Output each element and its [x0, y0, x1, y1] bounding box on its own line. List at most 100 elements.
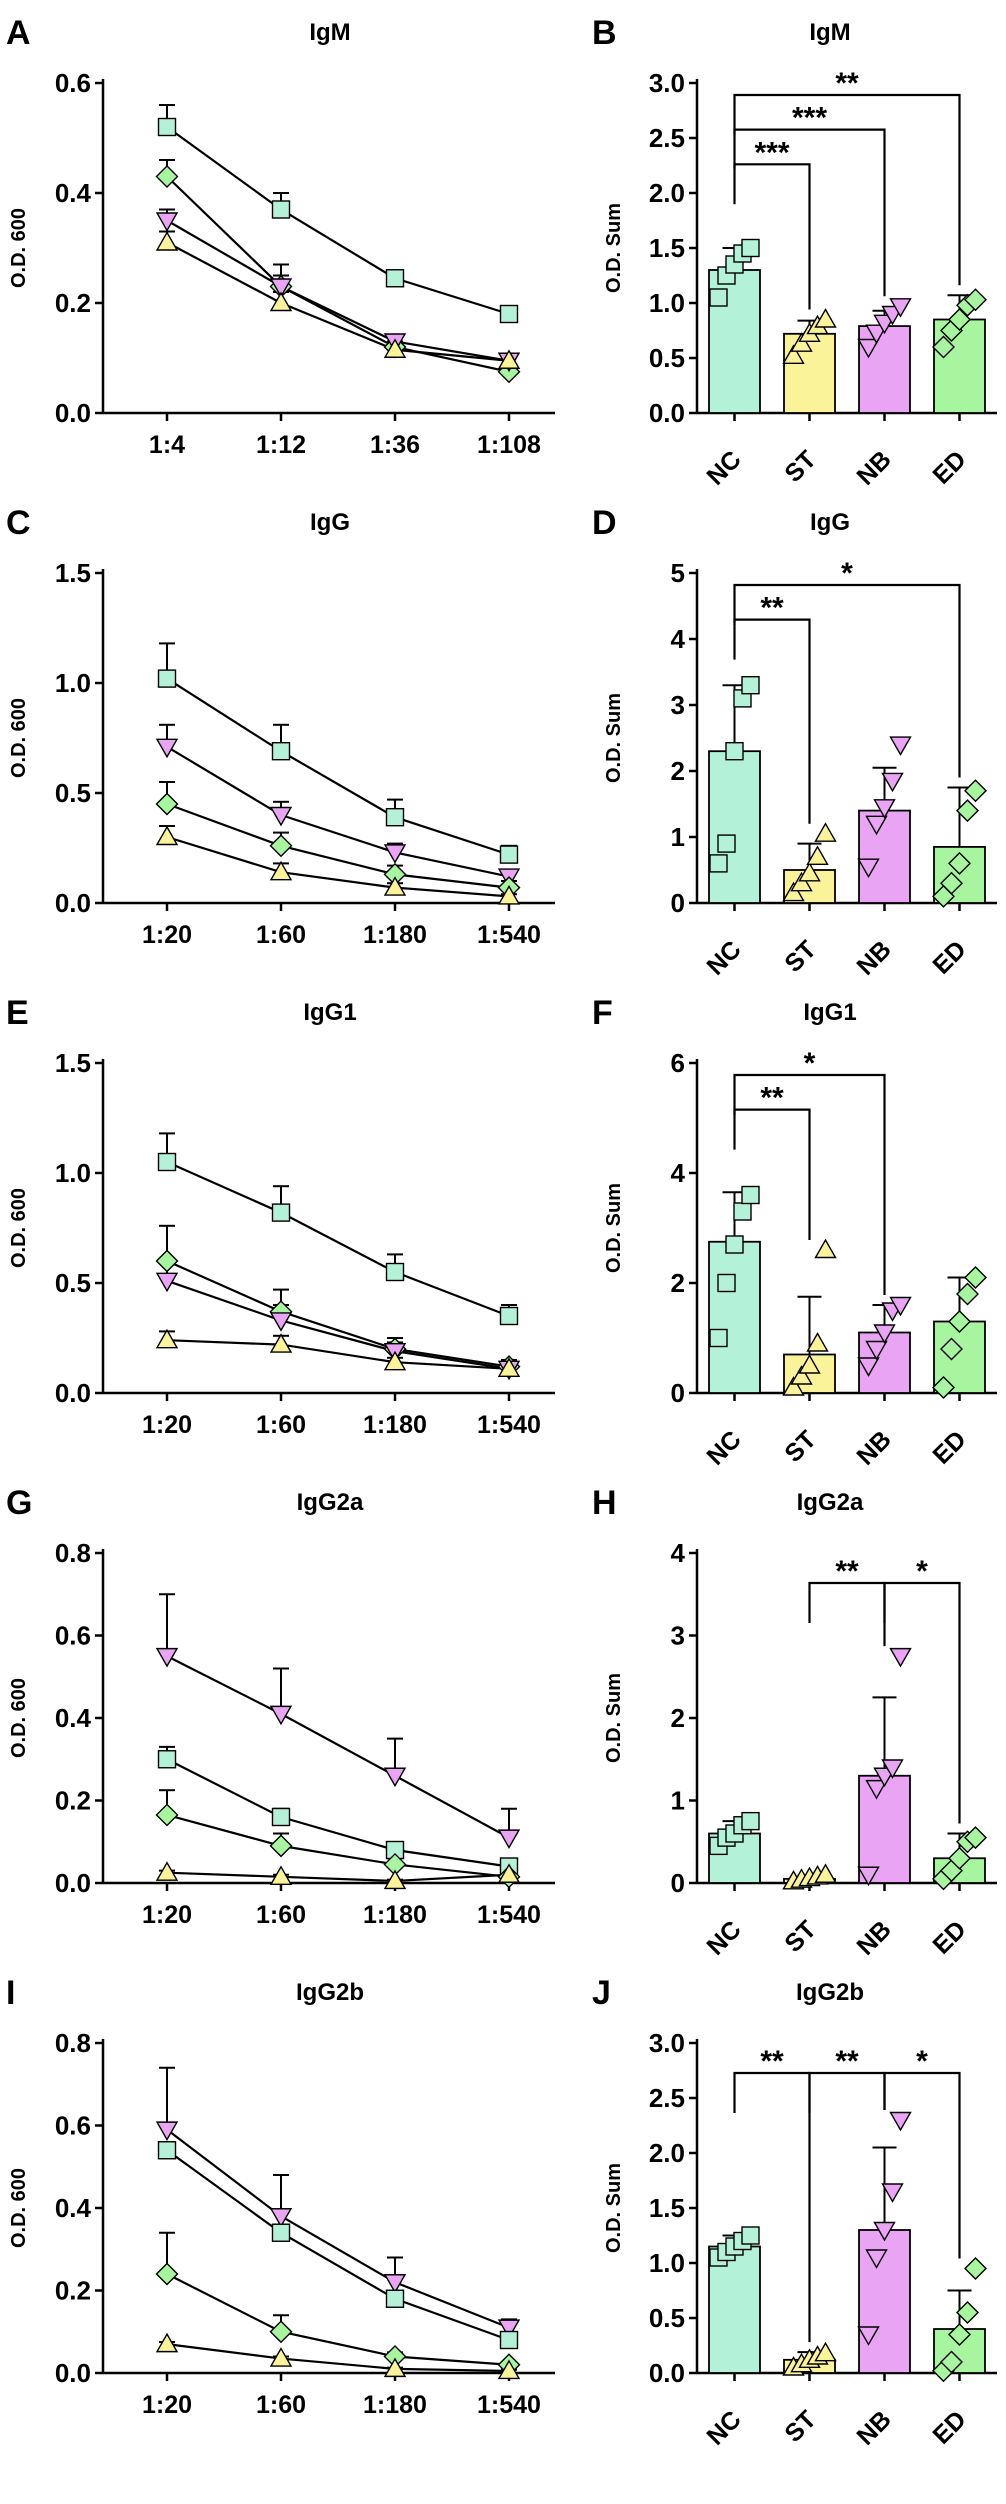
point-NC — [741, 1811, 760, 1831]
y-tick-label: 0.5 — [649, 2303, 685, 2333]
x-tick-label: ED — [927, 445, 971, 489]
panel-title: IgG — [310, 509, 350, 536]
point-NC — [741, 676, 760, 695]
data-point-NC — [271, 1203, 291, 1222]
data-point-NC — [499, 1306, 519, 1326]
point-ST — [798, 861, 821, 882]
data-point-NB — [155, 2121, 179, 2142]
series-line-NC — [166, 677, 510, 856]
significance-label: *** — [792, 102, 827, 135]
data-point-NC — [499, 845, 519, 864]
y-tick-label: 1.5 — [649, 2193, 685, 2223]
panel-E: E IgG1 0.0 0.5 1.0 1.5 O.D. 600 1:20 1:60 1:180 1:… — [6, 994, 555, 1439]
panel-G: G IgG2a 0.0 0.2 0.4 0.6 0.8 O.D. 600 1:20 1:60 1:1… — [6, 1484, 555, 1929]
data-point-NB — [383, 844, 407, 864]
y-tick-label: 0.6 — [55, 2111, 91, 2141]
y-tick-label: 4 — [671, 1158, 686, 1188]
data-point-NB — [155, 1272, 179, 1293]
data-point-NC — [499, 304, 519, 324]
y-axis-label: O.D. 600 — [8, 208, 30, 288]
y-tick-label: 2 — [671, 1703, 685, 1733]
data-point-ST — [155, 1861, 179, 1881]
data-point-ST — [269, 1865, 293, 1886]
point-ED — [940, 871, 963, 895]
point-ED — [948, 851, 971, 875]
significance-bracket — [883, 1581, 961, 1824]
panel-I: I IgG2b 0.0 0.2 0.4 0.6 0.8 O.D. 600 1:20 1:60 1:1… — [6, 1974, 555, 2419]
x-tick-label: NC — [701, 445, 746, 490]
data-point-ST — [155, 1328, 179, 1349]
data-point-ST — [383, 1350, 407, 1371]
x-tick-label: 1:180 — [363, 1411, 427, 1439]
x-tick-label: 1:4 — [149, 431, 185, 459]
point-NB — [889, 298, 912, 318]
y-tick-label: 0.0 — [55, 1378, 91, 1408]
x-tick-label: ED — [927, 2405, 971, 2449]
y-tick-label: 0.5 — [55, 778, 91, 808]
significance-bracket — [733, 583, 961, 778]
y-tick-label: 0 — [671, 1868, 685, 1898]
panel-label: G — [6, 1484, 32, 1522]
point-ED — [948, 308, 971, 331]
series-line-NB — [166, 2128, 510, 2329]
series-line-ST — [166, 2343, 510, 2373]
y-tick-label: 1.0 — [649, 288, 685, 318]
data-point-NB — [269, 1705, 293, 1726]
data-point-ST — [269, 2347, 293, 2367]
panel-label: H — [592, 1484, 617, 1522]
y-tick-label: 4 — [671, 1538, 686, 1568]
x-tick-label: 1:20 — [142, 2391, 192, 2419]
y-tick-label: 0.5 — [649, 343, 685, 373]
y-axis-label: O.D. 600 — [8, 1188, 30, 1268]
point-NC — [709, 1328, 728, 1348]
point-NB — [873, 2221, 896, 2242]
point-NC — [741, 1185, 760, 1205]
x-tick-label: 1:60 — [256, 1901, 306, 1929]
y-tick-label: 0.6 — [55, 1621, 91, 1651]
x-tick-label: 1:20 — [142, 921, 192, 949]
point-NC — [709, 288, 728, 307]
panel-title: IgM — [309, 19, 350, 46]
point-NB — [865, 2249, 888, 2269]
x-tick-label: 1:20 — [142, 1901, 192, 1929]
point-ED — [940, 2350, 963, 2374]
data-point-NC — [271, 742, 291, 761]
x-tick-label: ED — [927, 1425, 971, 1469]
point-NB — [881, 2183, 904, 2203]
x-tick-label: ST — [779, 445, 821, 487]
panel-title: IgG2a — [297, 1489, 364, 1516]
y-tick-label: 0.0 — [55, 1868, 91, 1898]
significance-label: * — [804, 1047, 816, 1080]
panel-B: B IgM 0.0 0.5 1.0 1.5 2.0 2.5 3.0 O.D. Sum NC ST NB E… — [592, 14, 997, 491]
y-axis-label: O.D. Sum — [603, 1183, 625, 1273]
y-tick-label: 0.0 — [649, 2358, 685, 2388]
point-ST — [806, 845, 829, 865]
series-line-ED — [166, 2273, 510, 2366]
data-point-ST — [497, 1863, 521, 1883]
data-point-NB — [155, 738, 179, 759]
significance-label: *** — [754, 136, 789, 169]
x-tick-label: 1:540 — [477, 1411, 541, 1439]
data-point-ST — [383, 338, 407, 358]
y-tick-label: 1 — [671, 1786, 685, 1816]
series-line-NC — [166, 1160, 510, 1318]
x-tick-label: 1:540 — [477, 1901, 541, 1929]
significance-label: ** — [835, 67, 859, 100]
significance-bracket — [733, 163, 811, 310]
y-tick-label: 1 — [671, 822, 685, 852]
x-tick-label: 1:180 — [363, 1901, 427, 1929]
x-tick-label: ST — [779, 1425, 821, 1467]
bar-NB — [858, 1774, 911, 1884]
panel-label: B — [592, 14, 617, 52]
significance-label: * — [916, 2045, 928, 2078]
panel-title: IgG2b — [796, 1979, 864, 2006]
data-point-ED — [155, 2262, 179, 2286]
data-point-ST — [383, 1869, 407, 1890]
x-tick-label: ED — [927, 935, 971, 979]
significance-bracket — [733, 128, 886, 297]
point-ED — [956, 1282, 979, 1306]
significance-bracket — [733, 93, 961, 286]
